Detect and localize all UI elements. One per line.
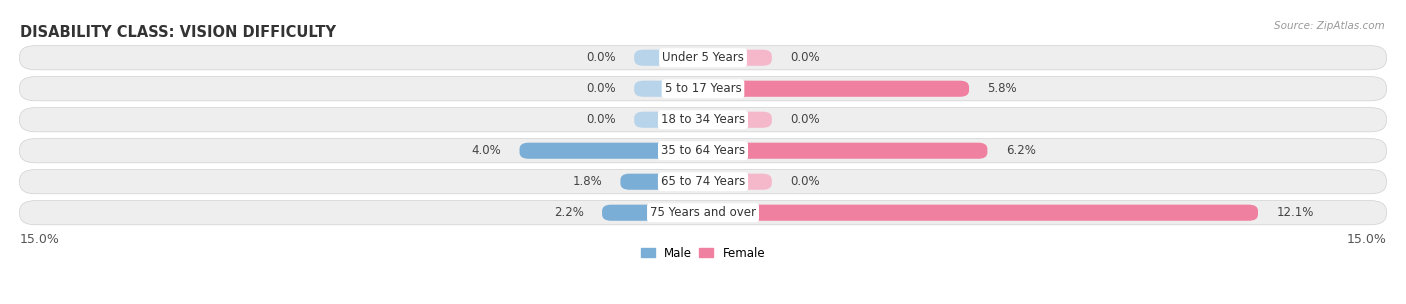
FancyBboxPatch shape [703,205,1258,221]
FancyBboxPatch shape [634,112,703,128]
FancyBboxPatch shape [703,81,969,97]
FancyBboxPatch shape [20,201,1386,225]
Text: 2.2%: 2.2% [554,206,583,219]
FancyBboxPatch shape [20,170,1386,194]
Text: DISABILITY CLASS: VISION DIFFICULTY: DISABILITY CLASS: VISION DIFFICULTY [20,25,336,40]
Text: 0.0%: 0.0% [586,113,616,126]
Text: 75 Years and over: 75 Years and over [650,206,756,219]
Text: 0.0%: 0.0% [790,113,820,126]
FancyBboxPatch shape [20,46,1386,70]
FancyBboxPatch shape [20,108,1386,132]
FancyBboxPatch shape [634,81,703,97]
Text: 0.0%: 0.0% [790,175,820,188]
FancyBboxPatch shape [703,143,987,159]
Text: 15.0%: 15.0% [1347,233,1386,246]
FancyBboxPatch shape [520,143,703,159]
FancyBboxPatch shape [703,50,772,66]
Text: 0.0%: 0.0% [790,51,820,64]
Legend: Male, Female: Male, Female [637,243,769,263]
FancyBboxPatch shape [703,174,772,190]
FancyBboxPatch shape [703,112,772,128]
Text: Source: ZipAtlas.com: Source: ZipAtlas.com [1274,21,1385,31]
Text: 4.0%: 4.0% [471,144,501,157]
Text: 18 to 34 Years: 18 to 34 Years [661,113,745,126]
Text: 1.8%: 1.8% [572,175,602,188]
Text: 15.0%: 15.0% [20,233,59,246]
FancyBboxPatch shape [20,139,1386,163]
Text: 0.0%: 0.0% [586,82,616,95]
Text: 0.0%: 0.0% [586,51,616,64]
Text: 65 to 74 Years: 65 to 74 Years [661,175,745,188]
Text: 35 to 64 Years: 35 to 64 Years [661,144,745,157]
FancyBboxPatch shape [634,50,703,66]
Text: 12.1%: 12.1% [1277,206,1313,219]
FancyBboxPatch shape [20,77,1386,101]
Text: 5 to 17 Years: 5 to 17 Years [665,82,741,95]
FancyBboxPatch shape [620,174,703,190]
Text: Under 5 Years: Under 5 Years [662,51,744,64]
FancyBboxPatch shape [602,205,703,221]
Text: 6.2%: 6.2% [1005,144,1036,157]
Text: 5.8%: 5.8% [987,82,1017,95]
